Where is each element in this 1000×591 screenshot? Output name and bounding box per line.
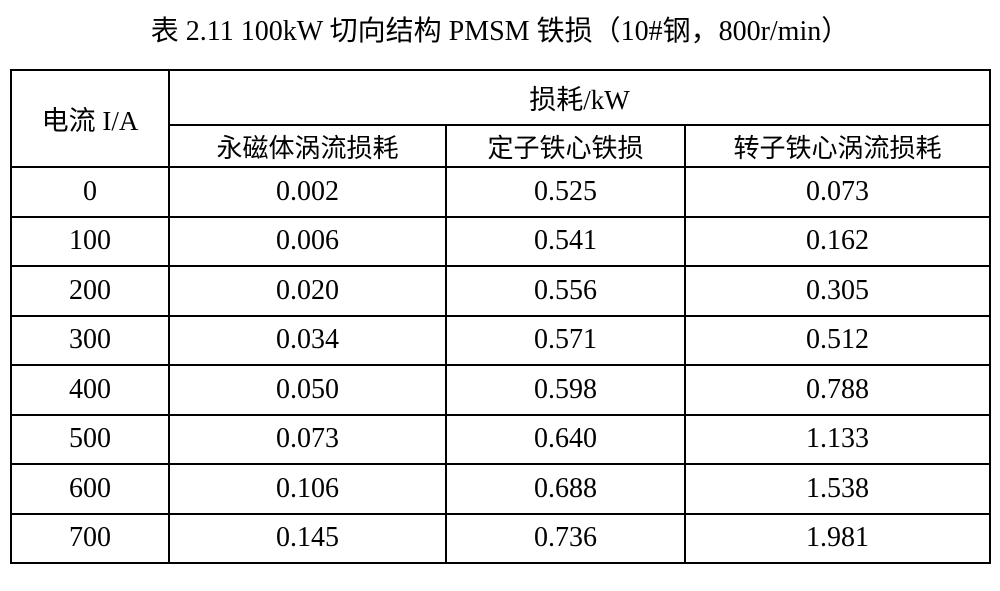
stator-iron-loss-cell: 0.571 [445, 314, 686, 366]
current-cell: 200 [10, 265, 170, 317]
stator-iron-loss-cell: 0.640 [445, 413, 686, 465]
stator-iron-loss-cell: 0.525 [445, 166, 686, 218]
col-header-pm-eddy-loss: 永磁体涡流损耗 [168, 124, 447, 168]
table-row: 0 0.002 0.525 0.073 [10, 166, 992, 218]
rotor-eddy-loss-cell: 1.133 [683, 413, 992, 465]
rotor-eddy-loss-cell: 1.981 [683, 512, 992, 564]
pm-eddy-loss-cell: 0.050 [168, 364, 447, 416]
current-cell: 600 [10, 463, 170, 515]
stator-iron-loss-cell: 0.541 [445, 215, 686, 267]
current-cell: 400 [10, 364, 170, 416]
pm-eddy-loss-cell: 0.145 [168, 512, 447, 564]
table-caption: 表 2.11 100kW 切向结构 PMSM 铁损（10#钢，800r/min） [150, 16, 850, 47]
stator-iron-loss-cell: 0.688 [445, 463, 686, 515]
table-row: 300 0.034 0.571 0.512 [10, 314, 992, 366]
current-cell: 300 [10, 314, 170, 366]
stator-iron-loss-cell: 0.598 [445, 364, 686, 416]
current-cell: 0 [10, 166, 170, 218]
table-row: 400 0.050 0.598 0.788 [10, 364, 992, 416]
current-cell: 100 [10, 215, 170, 267]
stator-iron-loss-cell: 0.736 [445, 512, 686, 564]
col-header-rotor-eddy-loss: 转子铁心涡流损耗 [683, 124, 992, 168]
pm-eddy-loss-cell: 0.073 [168, 413, 447, 465]
current-cell: 500 [10, 413, 170, 465]
rotor-eddy-loss-cell: 0.512 [683, 314, 992, 366]
header-sub-row: 永磁体涡流损耗 定子铁心铁损 转子铁心涡流损耗 [11, 124, 992, 168]
rotor-eddy-loss-cell: 0.788 [683, 364, 992, 416]
rotor-eddy-loss-cell: 0.305 [683, 265, 992, 317]
table-row: 100 0.006 0.541 0.162 [10, 215, 992, 267]
table-row: 700 0.145 0.736 1.981 [10, 512, 992, 564]
col-header-stator-iron-loss: 定子铁心铁损 [445, 124, 686, 168]
table-row: 600 0.106 0.688 1.538 [10, 463, 992, 515]
header-group-row: 电流 I/A 损耗/kW [10, 69, 992, 168]
table-row: 500 0.073 0.640 1.133 [10, 413, 992, 465]
stator-iron-loss-cell: 0.556 [445, 265, 686, 317]
rotor-eddy-loss-cell: 0.073 [683, 166, 992, 218]
pm-eddy-loss-cell: 0.020 [168, 265, 447, 317]
pm-eddy-loss-cell: 0.034 [168, 314, 447, 366]
col-header-loss-group: 损耗/kW [167, 69, 992, 126]
current-cell: 700 [10, 512, 170, 564]
pm-eddy-loss-cell: 0.002 [168, 166, 447, 218]
pm-eddy-loss-cell: 0.006 [168, 215, 447, 267]
col-header-current: 电流 I/A [10, 69, 170, 168]
pm-eddy-loss-cell: 0.106 [168, 463, 447, 515]
table-row: 200 0.020 0.556 0.305 [10, 265, 992, 317]
rotor-eddy-loss-cell: 1.538 [683, 463, 992, 515]
iron-loss-table: 电流 I/A 损耗/kW 永磁体涡流损耗 定子铁心铁损 转子铁心涡流损耗 0 0… [10, 69, 992, 564]
rotor-eddy-loss-cell: 0.162 [683, 215, 992, 267]
